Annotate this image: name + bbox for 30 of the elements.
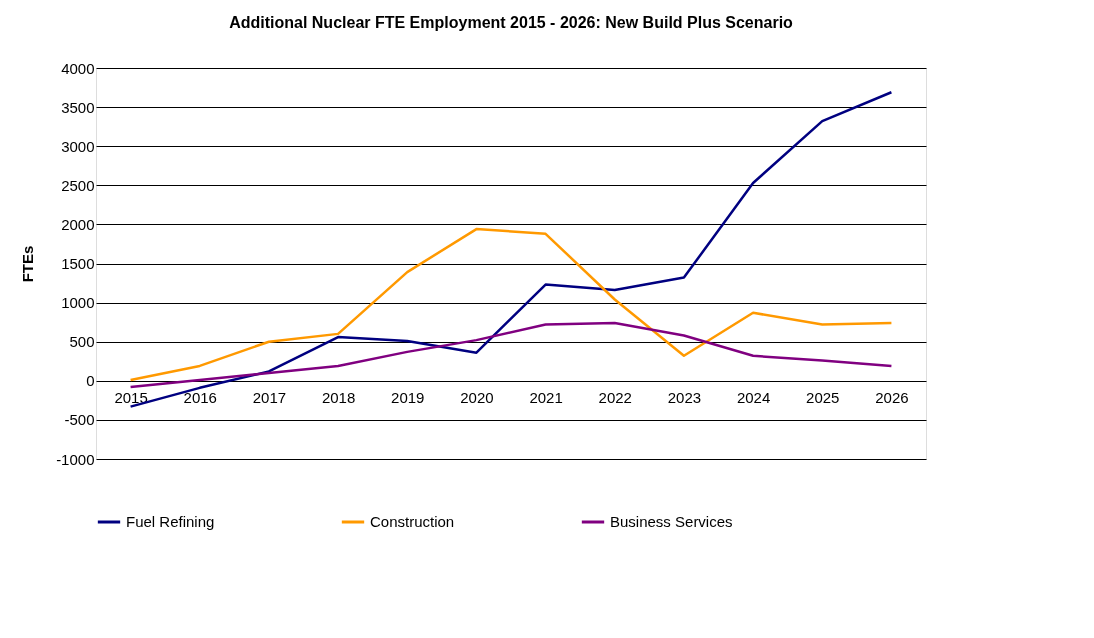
- x-tick-label: 2020: [460, 389, 494, 407]
- x-tick-label: 2018: [321, 389, 356, 407]
- y-tick-label: 4000: [61, 59, 95, 77]
- y-tick-label: 3500: [61, 98, 95, 116]
- chart-title: Additional Nuclear FTE Employment 2015 - 2026: New Build Plus Scenario: [229, 14, 794, 31]
- x-tick-label: 2022: [598, 389, 632, 407]
- x-tick-label: 2026: [875, 389, 909, 407]
- y-tick-label: 1000: [61, 294, 95, 312]
- y-tick-label: -1000: [56, 450, 95, 468]
- y-axis-title: FTEs: [19, 245, 37, 283]
- y-tick-label: 1500: [61, 255, 95, 272]
- legend-label: Construction: [370, 513, 455, 530]
- y-tick-label: 0: [86, 372, 95, 390]
- y-tick-label: 500: [69, 333, 95, 351]
- x-tick-label: 2025: [806, 389, 840, 407]
- legend-label: Fuel Refining: [126, 513, 215, 530]
- x-tick-label: 2023: [667, 389, 702, 407]
- x-tick-label: 2019: [391, 389, 425, 407]
- x-tick-label: 2017: [252, 389, 287, 407]
- line-series: [129, 227, 893, 382]
- y-tick-label: 2500: [61, 176, 95, 194]
- x-tick-label: 2021: [529, 389, 563, 407]
- y-tick-label: 3000: [61, 137, 95, 155]
- y-tick-label: 2000: [61, 215, 95, 233]
- legend-label: Business Services: [610, 513, 733, 530]
- x-tick-label: 2015: [114, 389, 148, 407]
- y-tick-label: -500: [64, 411, 95, 429]
- x-tick-label: 2024: [736, 389, 771, 407]
- line-series: [129, 321, 893, 389]
- x-tick-label: 2016: [183, 389, 217, 407]
